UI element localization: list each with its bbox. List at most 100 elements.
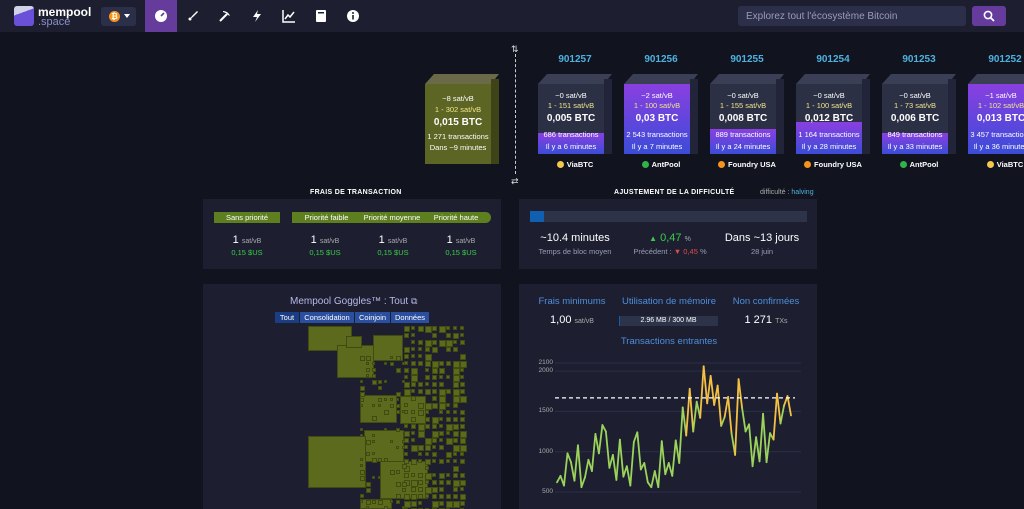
treemap-tile[interactable] <box>439 340 446 347</box>
treemap-tile[interactable] <box>366 356 371 361</box>
treemap-tile[interactable] <box>453 494 458 499</box>
treemap-tile[interactable] <box>453 487 458 492</box>
treemap-tile[interactable] <box>460 431 467 438</box>
toggle-difficulty[interactable]: difficulté <box>760 189 786 196</box>
treemap-tile[interactable] <box>396 428 400 432</box>
treemap-tile[interactable] <box>411 389 415 393</box>
treemap-tile[interactable] <box>453 396 460 403</box>
treemap-tile[interactable] <box>418 389 423 394</box>
treemap-tile[interactable] <box>460 424 465 429</box>
treemap-tile[interactable] <box>384 362 387 365</box>
treemap-tile[interactable] <box>378 458 382 462</box>
treemap-tile[interactable] <box>404 466 410 472</box>
treemap-tile[interactable] <box>418 326 424 332</box>
treemap-tile[interactable] <box>425 382 429 386</box>
treemap-tile[interactable] <box>425 347 430 352</box>
treemap-tile[interactable] <box>425 494 429 498</box>
block-height[interactable]: 901253 <box>902 54 936 65</box>
treemap-tile[interactable] <box>308 436 366 488</box>
treemap-tile[interactable] <box>404 333 409 338</box>
treemap-tile[interactable] <box>360 428 363 431</box>
treemap-tile[interactable] <box>446 494 451 499</box>
treemap-tile[interactable] <box>411 445 418 452</box>
treemap-tile[interactable] <box>453 361 460 368</box>
treemap-tile[interactable] <box>404 424 408 428</box>
treemap-tile[interactable] <box>432 368 438 374</box>
treemap-tile[interactable] <box>411 375 418 382</box>
treemap-tile[interactable] <box>418 410 424 416</box>
treemap-tile[interactable] <box>418 354 422 358</box>
treemap-tile[interactable] <box>453 466 459 472</box>
treemap-tile[interactable] <box>418 382 423 387</box>
treemap-tile[interactable] <box>439 396 446 403</box>
treemap-tile[interactable] <box>425 368 429 372</box>
treemap-tile[interactable] <box>346 336 362 348</box>
treemap-tile[interactable] <box>418 459 422 463</box>
treemap-tile[interactable] <box>432 333 437 338</box>
treemap-tile[interactable] <box>446 326 450 330</box>
treemap-tile[interactable] <box>360 494 364 498</box>
treemap-tile[interactable] <box>411 396 416 401</box>
treemap-tile[interactable] <box>360 476 365 481</box>
treemap-tile[interactable] <box>418 431 425 438</box>
treemap-tile[interactable] <box>460 375 464 379</box>
treemap-tile[interactable] <box>460 452 464 456</box>
treemap-tile[interactable] <box>425 326 432 333</box>
treemap-tile[interactable] <box>439 368 445 374</box>
treemap-tile[interactable] <box>366 500 371 505</box>
treemap-tile[interactable] <box>396 392 401 397</box>
treemap-tile[interactable] <box>384 380 387 383</box>
treemap-tile[interactable] <box>390 398 393 401</box>
treemap-tile[interactable] <box>432 347 438 353</box>
swap-direction-icon[interactable]: ⇄ <box>511 176 519 186</box>
treemap-tile[interactable] <box>404 347 410 353</box>
treemap-tile[interactable] <box>432 361 439 368</box>
search-button[interactable] <box>972 6 1006 26</box>
nav-mining[interactable] <box>209 0 241 32</box>
treemap-tile[interactable] <box>372 476 375 479</box>
treemap-tile[interactable] <box>390 440 393 443</box>
block-height[interactable]: 901256 <box>644 54 678 65</box>
treemap-tile[interactable] <box>439 431 444 436</box>
treemap-tile[interactable] <box>366 488 371 493</box>
treemap-tile[interactable] <box>432 375 437 380</box>
treemap-tile[interactable] <box>439 382 444 387</box>
treemap-tile[interactable] <box>411 326 415 330</box>
treemap-tile[interactable] <box>390 404 394 408</box>
treemap-tile[interactable] <box>384 458 388 462</box>
block-pool[interactable]: ViaBTC <box>965 160 1024 169</box>
network-selector[interactable]: ₿ <box>101 7 136 26</box>
treemap-tile[interactable] <box>372 374 376 378</box>
treemap-tile[interactable] <box>453 340 457 344</box>
treemap-tile[interactable] <box>402 488 406 492</box>
treemap-tile[interactable] <box>453 368 460 375</box>
treemap-tile[interactable] <box>378 476 381 479</box>
treemap-tile[interactable] <box>337 345 374 378</box>
treemap-tile[interactable] <box>396 398 399 401</box>
treemap-tile[interactable] <box>425 452 429 456</box>
treemap-tile[interactable] <box>402 440 405 443</box>
treemap-tile[interactable] <box>425 480 429 484</box>
treemap-tile[interactable] <box>425 487 432 494</box>
treemap-tile[interactable] <box>366 362 369 365</box>
treemap-tile[interactable] <box>404 382 410 388</box>
block-pool[interactable]: ViaBTC <box>535 160 615 169</box>
treemap-tile[interactable] <box>390 356 393 359</box>
treemap-tile[interactable] <box>372 416 377 421</box>
treemap-tile[interactable] <box>425 375 430 380</box>
treemap-tile[interactable] <box>446 340 453 347</box>
treemap-tile[interactable] <box>432 473 436 477</box>
treemap-tile[interactable] <box>460 410 465 415</box>
treemap-tile[interactable] <box>432 424 437 429</box>
treemap-tile[interactable] <box>411 354 415 358</box>
treemap-tile[interactable] <box>446 403 450 407</box>
treemap-tile[interactable] <box>439 445 444 450</box>
treemap-tile[interactable] <box>439 501 444 506</box>
treemap-tile[interactable] <box>404 326 410 332</box>
treemap-tile[interactable] <box>446 501 453 508</box>
treemap-tile[interactable] <box>418 452 422 456</box>
treemap-tile[interactable] <box>460 361 467 368</box>
treemap-tile[interactable] <box>446 452 452 458</box>
treemap-tile[interactable] <box>372 500 376 504</box>
block-pool[interactable]: Foundry USA <box>793 160 873 169</box>
